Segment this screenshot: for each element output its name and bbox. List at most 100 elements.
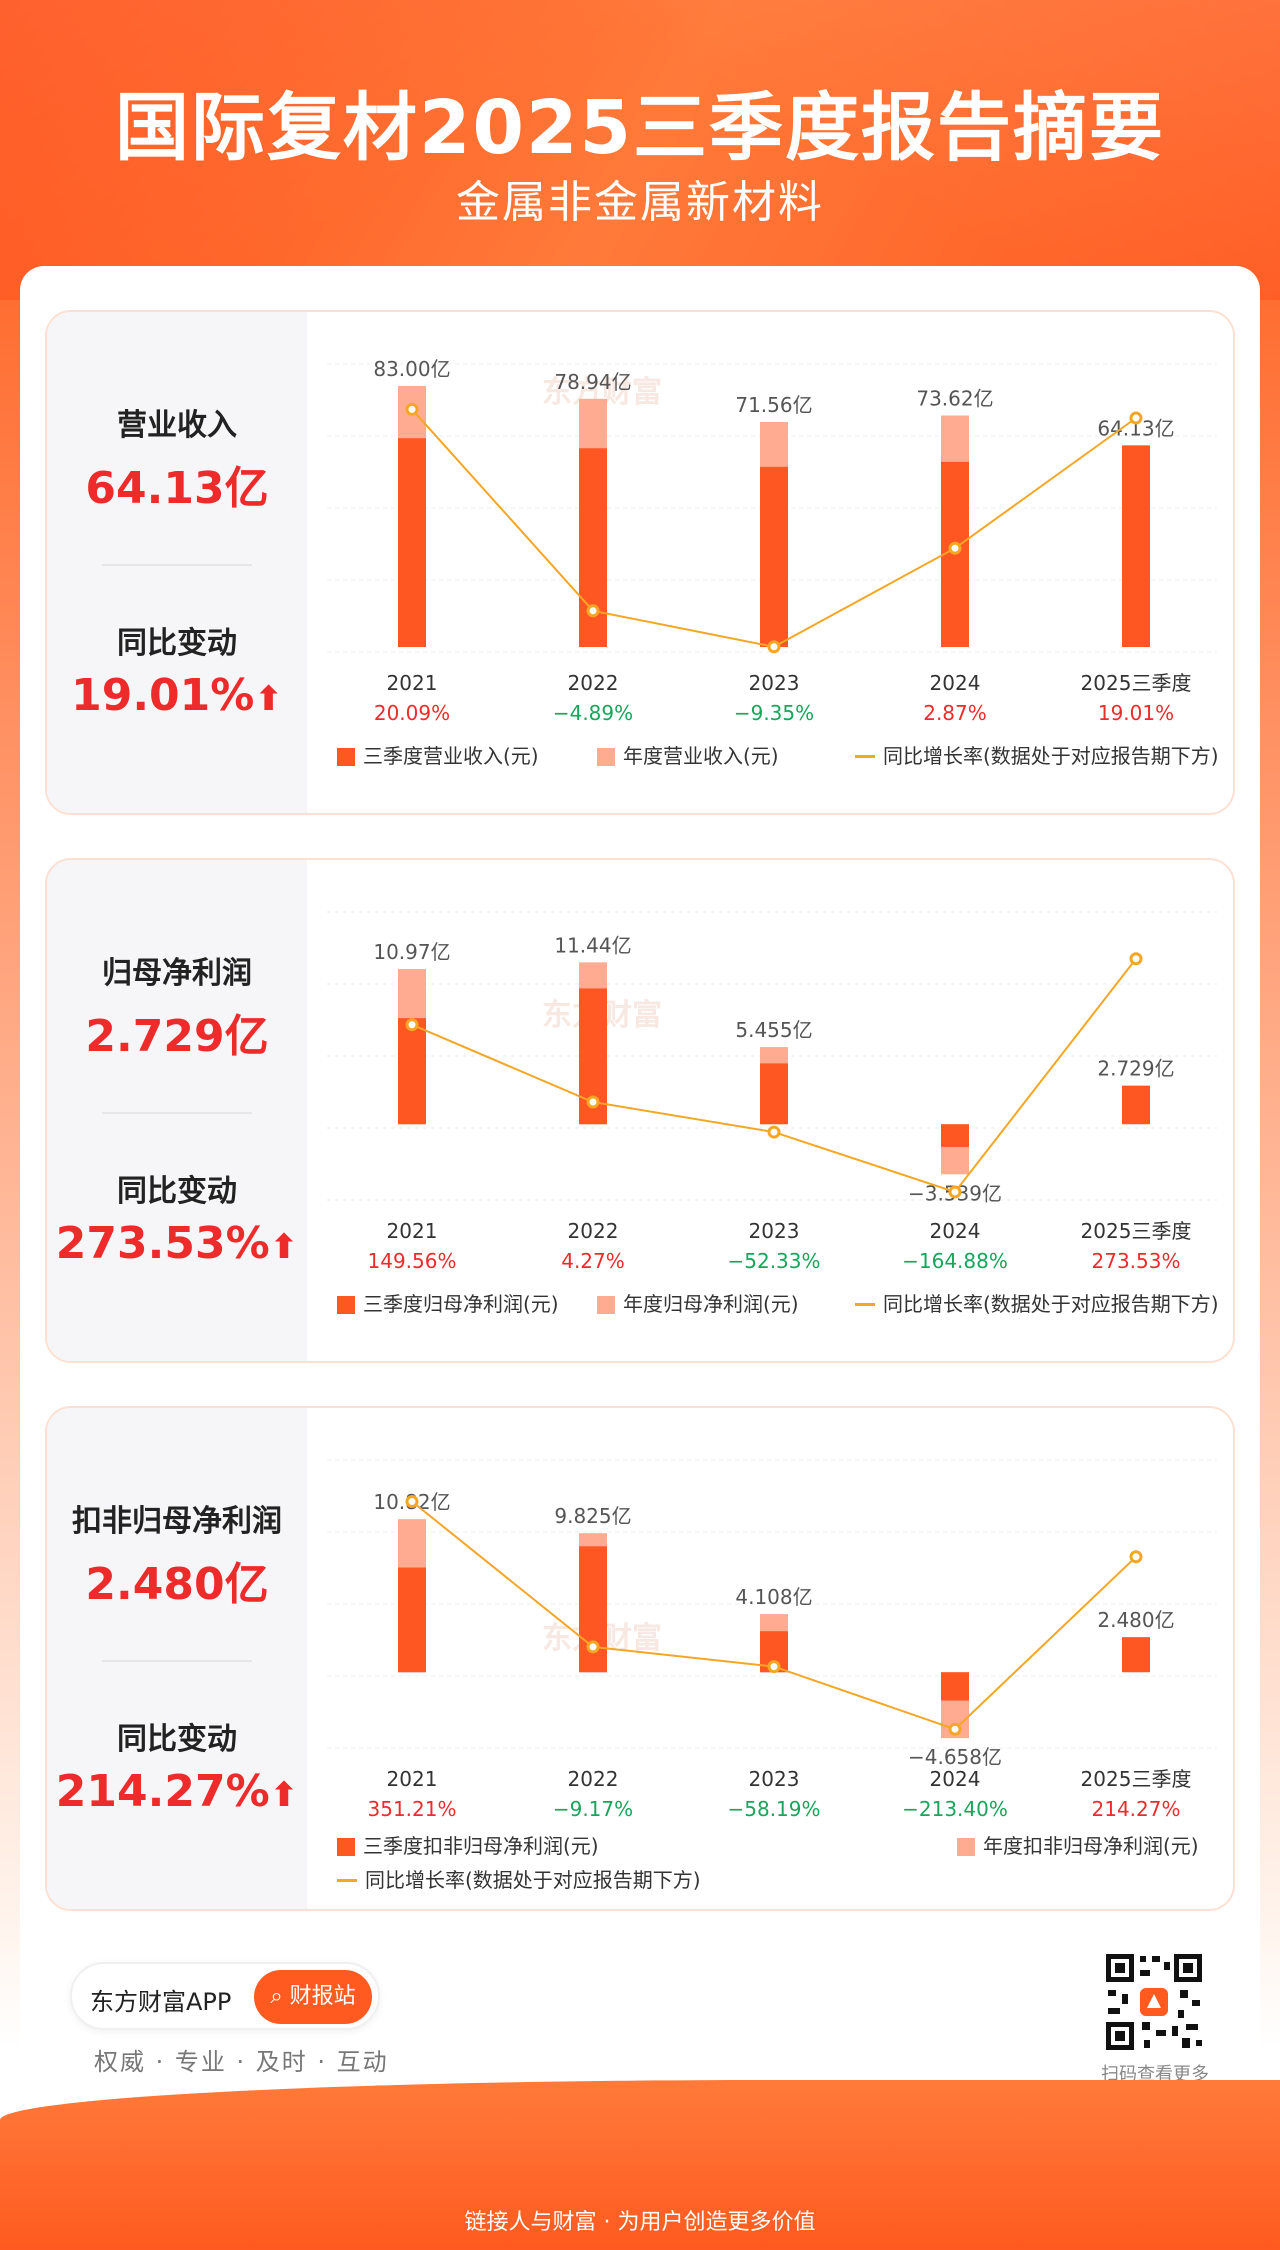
bar-value-label: −4.658亿	[908, 1745, 1002, 1769]
change-value: 273.53%	[55, 1218, 270, 1269]
growth-rate-label: 149.56%	[368, 1249, 457, 1273]
legend-swatch	[597, 1296, 615, 1314]
q3-bar	[398, 438, 426, 647]
growth-point	[948, 1722, 962, 1736]
bar-value-label: 5.455亿	[735, 1018, 812, 1042]
bottom-slogan: 链接人与财富 · 为用户创造更多价值	[464, 2210, 816, 2235]
growth-point	[405, 402, 419, 416]
bar-value-label: 4.108亿	[735, 1585, 812, 1609]
qr-caption: 扫码查看更多	[1101, 2064, 1209, 2085]
legend-swatch	[957, 1838, 975, 1856]
legend-item-q3: 三季度归母净利润(元)	[337, 1288, 559, 1317]
x-tick-label: 2023	[749, 671, 800, 695]
q3-bar	[398, 1567, 426, 1673]
growth-rate-label: −58.19%	[727, 1797, 820, 1821]
metric-label: 营业收入	[117, 408, 237, 443]
q3-bar	[398, 1018, 426, 1125]
app-name: 东方财富APP	[90, 1988, 232, 2016]
legend-label: 年度营业收入(元)	[623, 744, 779, 768]
growth-rate-label: 214.27%	[1092, 1797, 1181, 1821]
growth-rate-label: −213.40%	[902, 1797, 1008, 1821]
bar-value-label: 83.00亿	[373, 357, 450, 381]
growth-rate-label: −9.35%	[734, 701, 814, 725]
x-tick-label: 2022	[568, 1767, 619, 1791]
x-tick-label: 2024	[930, 1767, 981, 1791]
q3-bar	[579, 1546, 607, 1673]
legend-label: 三季度扣非归母净利润(元)	[363, 1834, 599, 1858]
page-title: 国际复材2025三季度报告摘要	[115, 85, 1165, 171]
change-label: 同比变动	[117, 1722, 237, 1757]
growth-rate-label: −9.17%	[553, 1797, 633, 1821]
change-wrap: 214.27%⬆	[47, 1766, 307, 1817]
growth-point	[1129, 952, 1143, 966]
growth-point	[1129, 1550, 1143, 1564]
change-label: 同比变动	[117, 1174, 237, 1209]
growth-point	[948, 541, 962, 555]
report-button-label: 财报站	[289, 1984, 356, 2009]
legend-item-q3: 三季度营业收入(元)	[337, 740, 539, 769]
x-tick-label: 2024	[930, 1219, 981, 1243]
revenue-chart: 东方财富83.00亿202120.09%78.94亿2022−4.89%71.5…	[327, 357, 1217, 725]
x-tick-label: 2021	[387, 671, 438, 695]
change-wrap: 273.53%⬆	[47, 1218, 307, 1269]
report-station-button[interactable]: ⌕ 财报站	[254, 1970, 372, 2024]
growth-rate-label: 273.53%	[1092, 1249, 1181, 1273]
legend-swatch	[337, 748, 355, 766]
growth-point	[586, 1640, 600, 1654]
x-tick-label: 2024	[930, 671, 981, 695]
header-background	[0, 0, 1280, 300]
legend-item-growth: 同比增长率(数据处于对应报告期下方)	[855, 1288, 1219, 1317]
slogan: 权威 · 专业 · 及时 · 互动	[94, 2048, 389, 2076]
legend-item-growth: 同比增长率(数据处于对应报告期下方)	[855, 740, 1219, 769]
x-tick-label: 2023	[749, 1219, 800, 1243]
legend-label: 三季度营业收入(元)	[363, 744, 539, 768]
divider	[102, 1112, 252, 1114]
search-icon: ⌕	[270, 1984, 283, 2009]
growth-rate-label: 19.01%	[1098, 701, 1174, 725]
growth-point	[948, 1185, 962, 1199]
legend-swatch	[337, 1879, 357, 1882]
revenue-card: 营业收入 64.13亿 同比变动 19.01%⬆ 东方财富 83.00亿 2021 2…	[45, 310, 1235, 815]
legend-swatch	[337, 1838, 355, 1856]
q3-bar	[1122, 1637, 1150, 1673]
deducted-net-profit-card: 扣非归母净利润 2.480亿 同比变动 214.27%⬆ 东方财富10.82亿2…	[45, 1406, 1235, 1911]
metric-panel: 扣非归母净利润 2.480亿 同比变动 214.27%⬆	[47, 1408, 307, 1909]
growth-rate-label: 351.21%	[368, 1797, 457, 1821]
x-tick-label: 2021	[387, 1767, 438, 1791]
growth-point	[767, 640, 781, 654]
growth-point	[586, 604, 600, 618]
qr-code-icon[interactable]	[1102, 1950, 1206, 2054]
metric-panel: 营业收入 64.13亿 同比变动 19.01%⬆	[47, 312, 307, 813]
x-tick-label: 2025三季度	[1081, 1219, 1192, 1243]
growth-rate-label: 20.09%	[374, 701, 450, 725]
bar-value-label: 73.62亿	[916, 387, 993, 411]
bar-value-label: 71.56亿	[735, 393, 812, 417]
x-tick-label: 2022	[568, 671, 619, 695]
legend-swatch	[597, 748, 615, 766]
divider	[102, 564, 252, 566]
growth-rate-label: −52.33%	[727, 1249, 820, 1273]
divider	[102, 1660, 252, 1662]
bar-value-label: 2.729亿	[1097, 1057, 1174, 1081]
q3-bar	[941, 1124, 969, 1147]
page-subtitle: 金属非金属新材料	[456, 177, 824, 228]
legend-label: 年度扣非归母净利润(元)	[983, 1834, 1199, 1858]
x-tick-label: 2022	[568, 1219, 619, 1243]
growth-rate-label: 2.87%	[923, 701, 987, 725]
legend-label: 年度归母净利润(元)	[623, 1292, 799, 1316]
metric-value: 2.480亿	[85, 1559, 269, 1610]
metric-panel: 归母净利润 2.729亿 同比变动 273.53%⬆	[47, 860, 307, 1361]
change-value: 214.27%	[55, 1766, 270, 1817]
metric-value: 64.13亿	[85, 463, 269, 514]
growth-point	[405, 1495, 419, 1509]
x-tick-label: 2023	[749, 1767, 800, 1791]
legend-swatch	[337, 1296, 355, 1314]
bar-value-label: 10.97亿	[373, 940, 450, 964]
legend-label: 同比增长率(数据处于对应报告期下方)	[365, 1868, 701, 1892]
growth-point	[405, 1018, 419, 1032]
growth-point	[767, 1660, 781, 1674]
change-wrap: 19.01%⬆	[47, 670, 307, 721]
bar-value-label: 2.480亿	[1097, 1608, 1174, 1632]
growth-point	[767, 1125, 781, 1139]
bar-value-label: 78.94亿	[554, 370, 631, 394]
